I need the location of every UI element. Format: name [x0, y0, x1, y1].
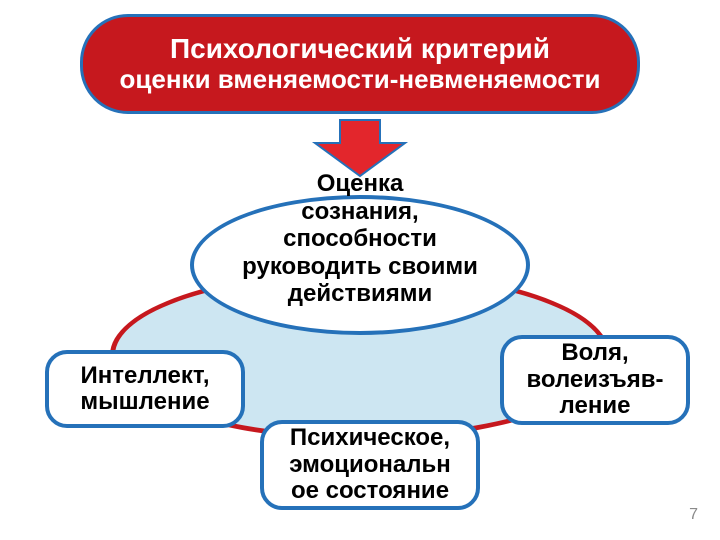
pill-left-line2: мышление — [80, 389, 209, 415]
center-line1: Оценка — [190, 170, 530, 198]
header-line1: Психологический критерий — [170, 33, 550, 65]
header-line2: оценки вменяемости-невменяемости — [120, 65, 601, 95]
slide-stage: Психологический критерий оценки вменяемо… — [0, 0, 720, 540]
pill-right-line1: Воля, — [526, 340, 663, 366]
pill-bottom-line2: эмоциональн — [289, 452, 451, 478]
pill-left-line1: Интеллект, — [80, 363, 209, 389]
pill-bottom-line3: ое состояние — [289, 478, 451, 504]
pill-right-line3: ление — [526, 393, 663, 419]
pill-left: Интеллект, мышление — [45, 350, 245, 428]
pill-right: Воля, волеизъяв- ление — [500, 335, 690, 425]
pill-right-text: Воля, волеизъяв- ление — [526, 340, 663, 419]
center-line3: способности — [190, 225, 530, 253]
center-line2: сознания, — [190, 198, 530, 226]
arrow-shape — [315, 120, 405, 176]
page-number: 7 — [689, 506, 698, 524]
pill-right-line2: волеизъяв- — [526, 367, 663, 393]
center-line4: руководить своими — [190, 253, 530, 281]
pill-bottom-line1: Психическое, — [289, 425, 451, 451]
down-arrow-icon — [310, 118, 410, 178]
pill-left-text: Интеллект, мышление — [80, 363, 209, 416]
pill-bottom-text: Психическое, эмоциональн ое состояние — [289, 425, 451, 504]
center-ellipse-text: Оценка сознания, способности руководить … — [190, 170, 530, 308]
center-line5: действиями — [190, 280, 530, 308]
pill-bottom: Психическое, эмоциональн ое состояние — [260, 420, 480, 510]
header-box: Психологический критерий оценки вменяемо… — [80, 14, 640, 114]
